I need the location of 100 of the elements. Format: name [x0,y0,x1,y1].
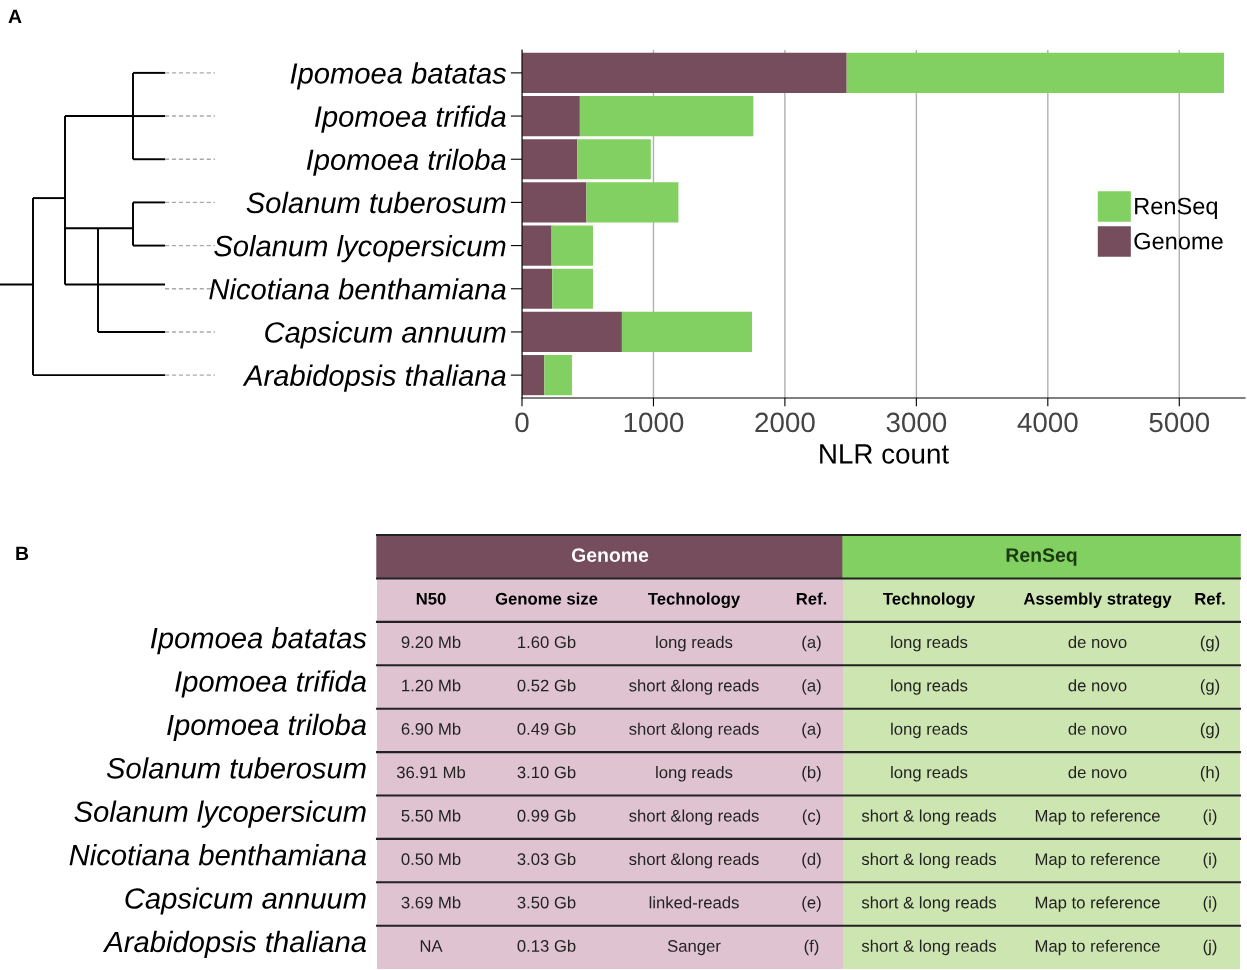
bar [551,225,593,266]
bar [522,268,553,309]
category-label: Nicotiana benthamiana [69,844,367,866]
text: 3.10 Gb [517,766,576,779]
text: 1.20 Mb [402,679,461,692]
text: 5.50 Mb [401,809,461,822]
bar [621,311,753,353]
category-label: Ipomoea batatas [150,627,367,655]
text: 0.52 Gb [517,679,576,692]
text: (g) [1200,635,1220,652]
text: 6.90 Mb [401,722,461,735]
text: A [8,9,22,24]
category-label: Technology [648,592,741,608]
text: 0.99 Gb [517,809,576,822]
text: (j) [1203,939,1217,956]
text: short &long reads [629,809,759,825]
bar [579,95,754,137]
legend-label: RenSeq [1135,197,1218,220]
category-label: Capsicum annuum [125,887,366,915]
text: de novo [1068,722,1127,735]
text: de novo [1068,635,1127,649]
text: (g) [1200,679,1220,695]
text: 0.50 Mb [401,852,461,866]
legend-label: Genome [1134,232,1223,250]
bar [544,355,572,396]
text: NA [420,940,443,952]
text: 1.60 Gb [518,635,576,649]
bar [846,52,1224,93]
text: Sanger [667,940,721,956]
text: Map to reference [1035,896,1160,912]
text: Genome [571,548,649,562]
text: long reads [891,722,968,739]
text: short & long reads [861,809,997,825]
bar [522,355,545,396]
bar [552,268,593,309]
x-tick-label: 3000 [886,412,947,433]
text: (h) [1200,766,1220,782]
x-tick-label: 2000 [755,412,815,433]
bar [522,182,587,223]
text: RenSeq [1006,548,1077,566]
y-tick-label: Arabidopsis thaliana [242,364,506,392]
category-label: Solanum lycopersicum [74,800,366,828]
text: long reads [891,766,968,782]
bar [522,225,552,266]
text: long reads [891,635,968,652]
text: (g) [1200,722,1220,739]
text: Map to reference [1035,852,1160,869]
text: (b) [802,766,821,782]
text: (e) [802,896,821,912]
category-label: Assembly strategy [1023,592,1172,608]
text: (a) [802,635,821,652]
text: 0.49 Gb [517,722,576,735]
text: long reads [891,679,968,695]
text: short &long reads [629,852,759,869]
bar [577,139,651,180]
bar [522,139,578,180]
text: B [16,546,29,561]
text: de novo [1068,766,1127,779]
text: short & long reads [861,896,997,912]
y-tick-label: Solanum tuberosum [246,191,506,214]
category-label: Ref. [1195,592,1225,605]
text: (f) [804,939,819,956]
text: long reads [656,635,733,652]
category-label: Genome size [495,592,598,605]
text: (d) [802,852,821,869]
x-tick-label: 4000 [1017,412,1078,433]
x-tick-label: 1000 [624,412,684,433]
text: 0.13 Gb [517,939,576,952]
text: (a) [802,679,821,695]
x-tick-label: 5000 [1149,412,1210,433]
x-axis-title: NLR count [820,444,949,464]
category-label: Arabidopsis thaliana [102,930,367,958]
text: (a) [802,722,821,739]
text: long reads [656,766,733,782]
category-label: Solanum tuberosum [106,757,366,779]
text: short & long reads [861,852,997,869]
text: (c) [802,809,821,825]
bar [522,95,580,137]
text: 9.20 Mb [401,635,461,649]
text: linked-reads [649,896,739,909]
category-label: N50 [416,592,446,605]
y-tick-label: Ipomoea trifida [314,105,506,133]
text: short & long reads [861,939,997,956]
y-tick-label: Ipomoea triloba [306,148,506,176]
y-tick-label: Ipomoea batatas [290,62,507,90]
y-tick-label: Capsicum annuum [265,321,506,349]
text: short &long reads [629,679,759,695]
text: 36.91 Mb [396,766,466,779]
text: Map to reference [1035,809,1160,825]
category-label: Ipomoea triloba [167,713,367,741]
bar [522,311,622,353]
x-tick-label: 0 [515,412,529,433]
text: (i) [1203,896,1217,912]
category-label: Ref. [796,592,827,605]
bar [586,182,679,223]
text: (i) [1203,809,1217,825]
text: (i) [1203,852,1217,869]
y-tick-label: Solanum lycopersicum [214,235,506,263]
text: short &long reads [629,722,759,739]
text: Map to reference [1035,939,1160,956]
